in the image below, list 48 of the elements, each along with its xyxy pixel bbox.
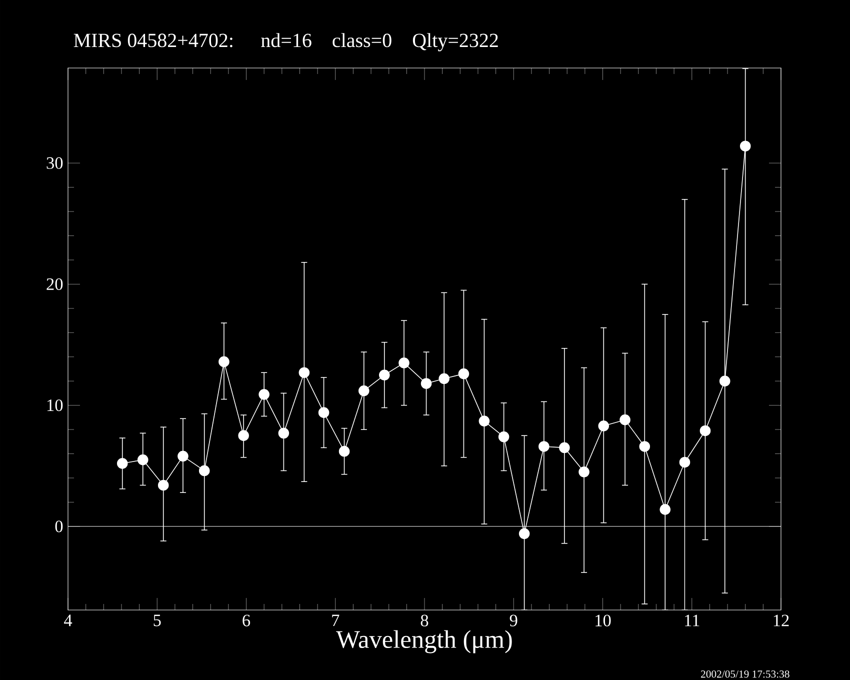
point [620, 414, 630, 426]
y-tick-label: 20 [46, 278, 63, 290]
point [639, 441, 650, 452]
point [378, 370, 390, 380]
point [458, 368, 470, 380]
x-tick-label: 5 [154, 614, 161, 626]
y-tick-label: 30 [46, 157, 63, 169]
point [438, 373, 450, 384]
point [298, 367, 310, 378]
x-tick-label: 6 [242, 614, 250, 626]
y-tick-label: 0 [55, 520, 63, 532]
x-tick-label: 9 [510, 614, 518, 626]
point [178, 450, 188, 462]
point [700, 425, 711, 436]
point [137, 454, 148, 466]
point [578, 466, 590, 478]
point [398, 358, 410, 368]
point [660, 504, 671, 515]
chart-title: MIRS 04582+4702: nd=16 class=0 Qlty=2322 [74, 33, 498, 52]
point [498, 431, 510, 442]
point [679, 456, 690, 468]
x-tick-label: 8 [420, 614, 428, 626]
point [158, 480, 169, 491]
x-tick-label: 11 [685, 614, 700, 626]
point [559, 442, 570, 454]
point [358, 385, 370, 396]
point [740, 140, 751, 152]
point [116, 458, 128, 469]
point [278, 428, 290, 439]
point [518, 528, 530, 540]
x-tick-label: 10 [596, 614, 611, 626]
point [719, 376, 730, 386]
point [338, 446, 350, 457]
x-axis-title: Wavelength (μm) [336, 630, 512, 654]
x-tick-label: 4 [64, 614, 72, 626]
y-tick-label: 10 [47, 399, 63, 412]
text: 2002/05/19 17:53:38 [701, 670, 790, 678]
point [538, 441, 550, 452]
x-tick-label: 7 [332, 614, 340, 626]
point [318, 407, 330, 418]
x-tick-label: 12 [774, 614, 789, 626]
point [420, 378, 432, 389]
point [198, 465, 210, 476]
point [478, 416, 490, 426]
point [598, 420, 610, 432]
point [258, 388, 270, 400]
point [238, 430, 249, 441]
point [218, 356, 230, 368]
